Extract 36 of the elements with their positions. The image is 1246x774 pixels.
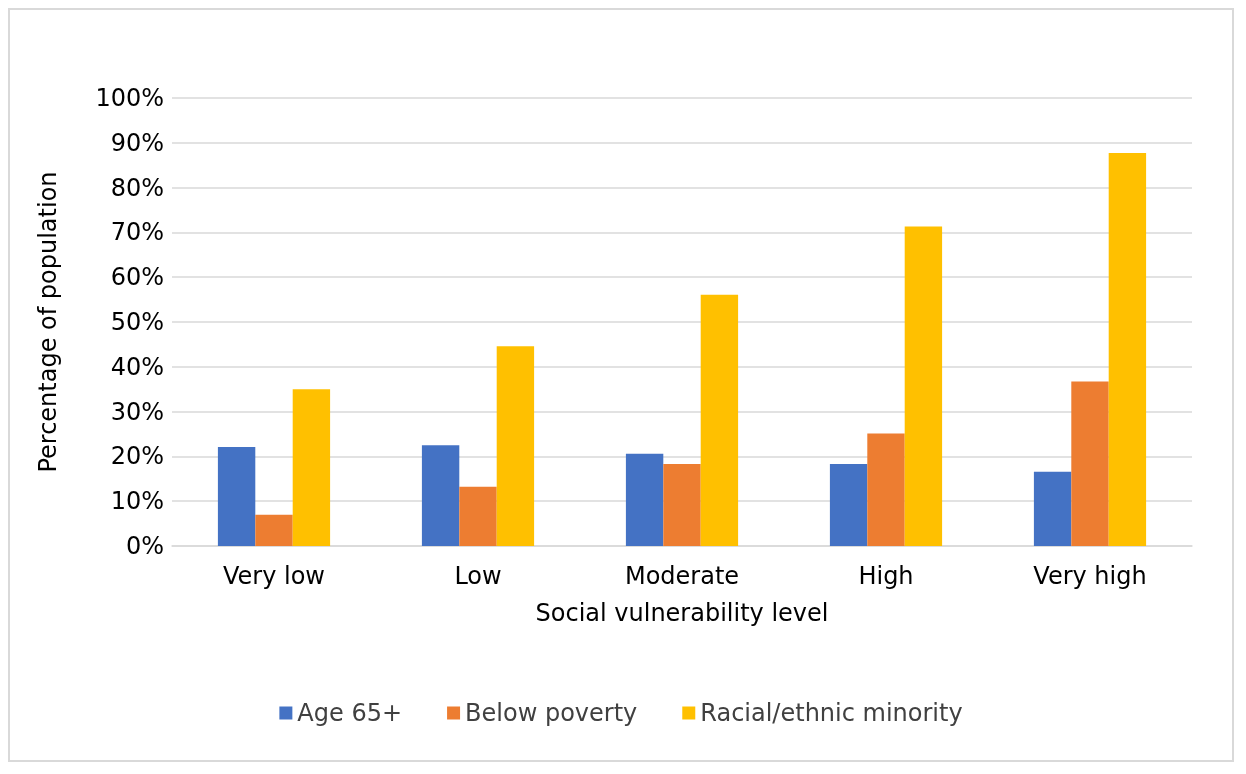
bar — [1071, 381, 1109, 546]
y-tick-label: 10% — [110, 487, 164, 516]
x-tick-label: High — [858, 562, 914, 590]
y-tick-label: 100% — [95, 84, 164, 112]
x-axis-title: Social vulnerability level — [535, 599, 829, 627]
x-tick-label: Low — [454, 562, 502, 590]
x-tick-label: Very high — [1033, 562, 1147, 590]
bar — [867, 433, 905, 546]
bar — [700, 294, 739, 546]
legend-label: Age 65+ — [297, 699, 403, 727]
bar — [217, 446, 256, 546]
bar — [496, 346, 535, 546]
bar — [255, 514, 293, 546]
bar — [459, 486, 497, 546]
bar — [1033, 471, 1072, 546]
legend-label: Below poverty — [465, 699, 638, 727]
bar — [292, 389, 331, 546]
y-tick-label: 0% — [125, 532, 164, 560]
y-tick-label: 40% — [110, 352, 164, 381]
y-tick-label: 30% — [110, 397, 164, 426]
y-axis-title: Percentage of population — [34, 171, 62, 473]
y-tick-label: 80% — [110, 173, 164, 202]
x-tick-label: Very low — [223, 562, 325, 590]
y-tick-label: 20% — [110, 442, 164, 471]
y-tick-label: 70% — [110, 218, 164, 247]
bar — [663, 464, 701, 546]
bar — [1108, 153, 1147, 546]
bar — [625, 453, 664, 546]
bar — [421, 445, 460, 546]
bar — [904, 226, 943, 546]
legend-label: Racial/ethnic minority — [700, 699, 963, 727]
x-tick-label: Moderate — [624, 562, 740, 590]
y-tick-label: 50% — [110, 308, 164, 336]
bar — [829, 464, 868, 546]
y-tick-label: 60% — [110, 263, 164, 292]
y-tick-label: 90% — [110, 128, 164, 157]
